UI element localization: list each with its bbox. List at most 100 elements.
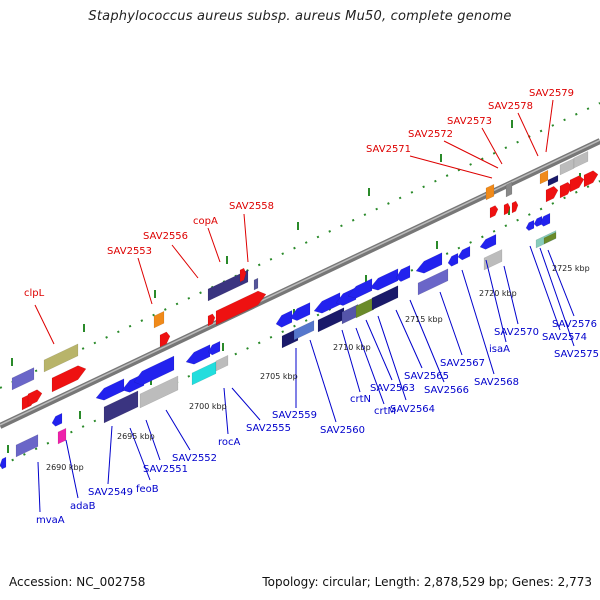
reverse-gene <box>415 252 443 274</box>
reverse-gene <box>0 456 7 470</box>
reverse-gene <box>369 268 399 291</box>
leader-line <box>65 439 79 499</box>
forward-gene <box>43 343 79 373</box>
forward-gene <box>159 331 171 348</box>
forward-gene <box>51 365 87 393</box>
reverse-gene <box>355 297 375 319</box>
gene-label: SAV2549 <box>88 487 133 498</box>
leader-line <box>529 245 561 331</box>
label-leaders <box>34 99 575 513</box>
gene-label: SAV2573 <box>447 116 492 127</box>
reverse-gene <box>95 378 125 401</box>
reverse-gene <box>479 234 497 250</box>
reverse-gene <box>539 212 551 227</box>
reverse-gene <box>371 285 399 311</box>
gene-label: SAV2556 <box>143 231 188 242</box>
reverse-gene <box>525 219 535 231</box>
reverse-guide-line <box>0 180 600 467</box>
leader-line <box>355 327 385 405</box>
forward-guide-line <box>0 102 600 389</box>
scale-labels: 2690 kbp 2695 kbp 2700 kbp 2705 kbp 2710 kbp… <box>46 264 590 472</box>
map-title: Staphylococcus aureus subsp. aureus Mu50… <box>88 9 512 24</box>
reverse-gene <box>51 412 63 427</box>
gene-label: SAV2555 <box>246 423 291 434</box>
leader-line <box>365 319 393 381</box>
forward-gene <box>153 310 165 329</box>
leader-line <box>165 409 191 451</box>
gene-label: mvaA <box>36 515 65 526</box>
reverse-gene <box>457 245 471 261</box>
reverse-gene <box>207 340 221 356</box>
forward-gene <box>215 290 267 326</box>
forward-gene <box>511 200 519 214</box>
leader-line <box>341 329 361 393</box>
gene-label: SAV2578 <box>488 101 533 112</box>
gene-label: crtN <box>350 394 371 405</box>
gene-label: SAV2558 <box>229 201 274 212</box>
leader-line <box>503 265 519 325</box>
gene-labels: clpL SAV2553 SAV2556 copA SAV2558 SAV2571 SAV2… <box>24 88 599 526</box>
gene-label: SAV2567 <box>440 358 485 369</box>
forward-gene <box>559 181 573 199</box>
scale-label: 2715 kbp <box>405 315 443 324</box>
reverse-gene <box>483 249 503 271</box>
leader-line <box>231 387 261 421</box>
leader-line <box>34 304 55 345</box>
gene-label: SAV2572 <box>408 129 453 140</box>
leader-line <box>37 461 41 513</box>
reverse-gene <box>15 434 39 458</box>
leader-line <box>223 387 229 435</box>
reverse-gene <box>57 427 67 445</box>
reverse-gene <box>293 320 315 341</box>
accession-text: Accession: NC_002758 <box>9 575 146 589</box>
reverse-gene <box>139 375 179 409</box>
gene-features <box>0 150 599 470</box>
forward-gene <box>573 150 589 169</box>
leader-line <box>409 299 445 383</box>
leader-line <box>395 309 423 369</box>
reverse-gene <box>275 310 293 328</box>
leader-line <box>485 259 507 343</box>
gene-label: SAV2574 <box>542 332 587 343</box>
gene-label: clpL <box>24 288 45 299</box>
forward-gene <box>505 181 513 198</box>
forward-gene <box>545 185 559 203</box>
scale-label: 2690 kbp <box>46 463 84 472</box>
leader-line <box>461 269 495 375</box>
leader-line <box>309 339 337 423</box>
gene-label: SAV2576 <box>552 319 597 330</box>
scale-label: 2725 kbp <box>552 264 590 273</box>
leader-line <box>439 291 463 356</box>
gene-label: SAV2570 <box>494 327 539 338</box>
scale-label: 2720 kbp <box>479 289 517 298</box>
leader-line <box>171 244 199 279</box>
gene-label: isaA <box>489 344 510 355</box>
reverse-gene <box>313 292 341 314</box>
scale-label: 2695 kbp <box>117 432 155 441</box>
leader-line <box>207 227 221 263</box>
gene-label: SAV2568 <box>474 377 519 388</box>
forward-gene <box>539 169 549 185</box>
reverse-gene <box>133 355 175 386</box>
gene-label: SAV2553 <box>107 246 152 257</box>
reverse-gene <box>335 287 357 306</box>
reverse-gene <box>103 390 139 424</box>
forward-gene <box>207 269 249 302</box>
leader-line <box>481 127 503 165</box>
reverse-gene <box>447 252 459 267</box>
reverse-gene <box>215 354 229 372</box>
forward-gene <box>569 175 585 193</box>
gene-label: SAV2552 <box>172 453 217 464</box>
reverse-gene <box>341 304 359 325</box>
reverse-gene <box>417 268 449 296</box>
reverse-gene <box>11 367 35 391</box>
leader-line <box>547 249 575 317</box>
forward-gene <box>485 183 495 201</box>
gene-label: SAV2571 <box>366 144 411 155</box>
leader-line <box>517 112 539 157</box>
reverse-gene <box>191 361 217 386</box>
leader-line <box>129 427 151 481</box>
gene-label: SAV2564 <box>390 404 435 415</box>
leader-line <box>539 247 575 347</box>
